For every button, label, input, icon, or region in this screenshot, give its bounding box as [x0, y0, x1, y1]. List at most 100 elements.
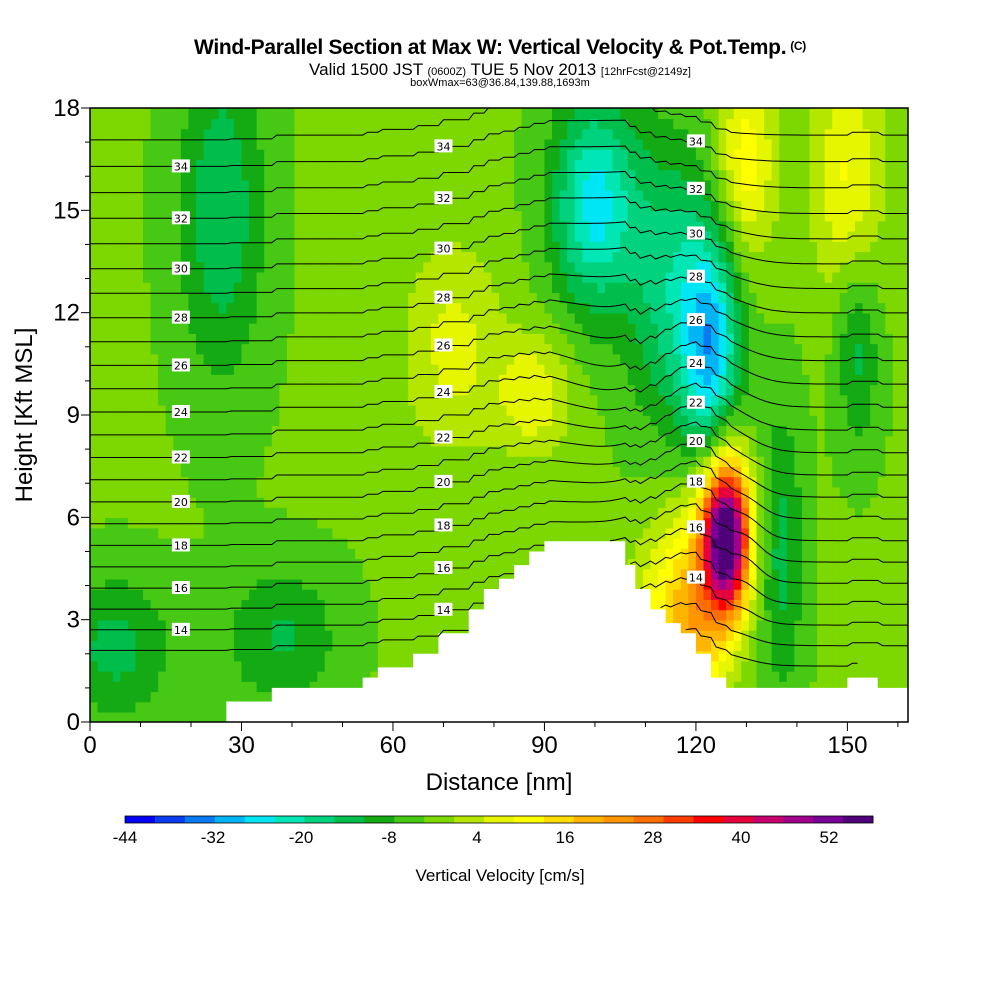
- field-cell: [90, 691, 99, 703]
- field-cell: [226, 353, 235, 365]
- field-cell: [377, 138, 387, 150]
- field-cell: [589, 261, 599, 273]
- field-cell: [665, 486, 675, 498]
- field-cell: [347, 138, 356, 150]
- field-cell: [589, 312, 599, 324]
- field-cell: [196, 455, 205, 467]
- field-cell: [582, 343, 591, 355]
- field-cell: [286, 281, 296, 293]
- field-cell: [514, 333, 523, 345]
- field-cell: [135, 200, 144, 212]
- field-cell: [97, 466, 106, 478]
- field-cell: [574, 189, 584, 201]
- field-cell: [143, 537, 152, 549]
- field-cell: [97, 548, 106, 560]
- field-cell: [491, 261, 500, 273]
- field-cell: [233, 353, 243, 365]
- field-cell: [317, 312, 326, 324]
- field-cell: [559, 394, 568, 406]
- field-cell: [703, 537, 712, 549]
- field-cell: [567, 425, 576, 437]
- field-cell: [445, 353, 455, 365]
- field-cell: [317, 435, 326, 447]
- field-cell: [468, 169, 478, 181]
- field-cell: [658, 404, 667, 416]
- field-cell: [135, 660, 144, 672]
- field-cell: [438, 466, 447, 478]
- field-cell: [673, 507, 682, 519]
- field-cell: [400, 261, 409, 273]
- field-cell: [97, 302, 106, 314]
- field-cell: [650, 200, 659, 212]
- field-cell: [127, 148, 137, 160]
- field-cell: [536, 333, 546, 345]
- field-cell: [711, 179, 720, 191]
- field-cell: [392, 271, 402, 283]
- field-cell: [415, 292, 425, 304]
- field-cell: [514, 322, 523, 334]
- field-cell: [173, 384, 182, 396]
- field-cell: [279, 445, 288, 457]
- field-cell: [339, 210, 349, 222]
- field-cell: [264, 169, 273, 181]
- field-cell: [567, 486, 576, 498]
- field-cell: [445, 486, 455, 498]
- field-cell: [264, 333, 273, 345]
- field-cell: [180, 189, 190, 201]
- field-cell: [150, 476, 159, 488]
- field-cell: [188, 179, 197, 191]
- field-cell: [211, 681, 220, 693]
- field-cell: [241, 609, 250, 621]
- field-cell: [612, 179, 621, 191]
- field-cell: [582, 128, 591, 140]
- field-cell: [105, 670, 114, 682]
- field-cell: [135, 681, 144, 693]
- field-cell: [605, 312, 614, 324]
- field-cell: [559, 343, 568, 355]
- field-cell: [150, 251, 159, 263]
- field-cell: [90, 292, 99, 304]
- field-cell: [105, 578, 114, 590]
- field-cell: [279, 261, 288, 273]
- field-cell: [597, 189, 606, 201]
- field-cell: [650, 261, 659, 273]
- field-cell: [673, 394, 682, 406]
- field-cell: [180, 302, 190, 314]
- field-cell: [339, 558, 349, 570]
- field-cell: [491, 343, 500, 355]
- field-cell: [597, 220, 606, 232]
- field-cell: [339, 445, 349, 457]
- field-cell: [279, 660, 288, 672]
- field-cell: [377, 404, 387, 416]
- field-cell: [332, 353, 341, 365]
- field-cell: [620, 374, 629, 386]
- field-cell: [627, 118, 637, 130]
- field-cell: [271, 148, 281, 160]
- field-cell: [196, 507, 205, 519]
- field-cell: [188, 670, 197, 682]
- field-cell: [423, 241, 432, 253]
- field-cell: [362, 394, 372, 406]
- field-cell: [536, 353, 546, 365]
- field-cell: [90, 660, 99, 672]
- field-cell: [627, 415, 637, 427]
- field-cell: [506, 108, 515, 120]
- field-cell: [423, 404, 432, 416]
- field-cell: [112, 466, 122, 478]
- field-cell: [143, 108, 152, 120]
- field-cell: [499, 281, 508, 293]
- field-cell: [302, 588, 311, 600]
- field-cell: [324, 200, 334, 212]
- field-cell: [567, 189, 576, 201]
- field-cell: [105, 609, 114, 621]
- field-cell: [173, 425, 182, 437]
- field-cell: [180, 507, 190, 519]
- field-cell: [324, 148, 334, 160]
- field-cell: [574, 333, 584, 345]
- field-cell: [370, 466, 379, 478]
- field-cell: [90, 271, 99, 283]
- field-cell: [544, 363, 553, 375]
- field-cell: [370, 578, 379, 590]
- field-cell: [695, 292, 705, 304]
- field-cell: [196, 322, 205, 334]
